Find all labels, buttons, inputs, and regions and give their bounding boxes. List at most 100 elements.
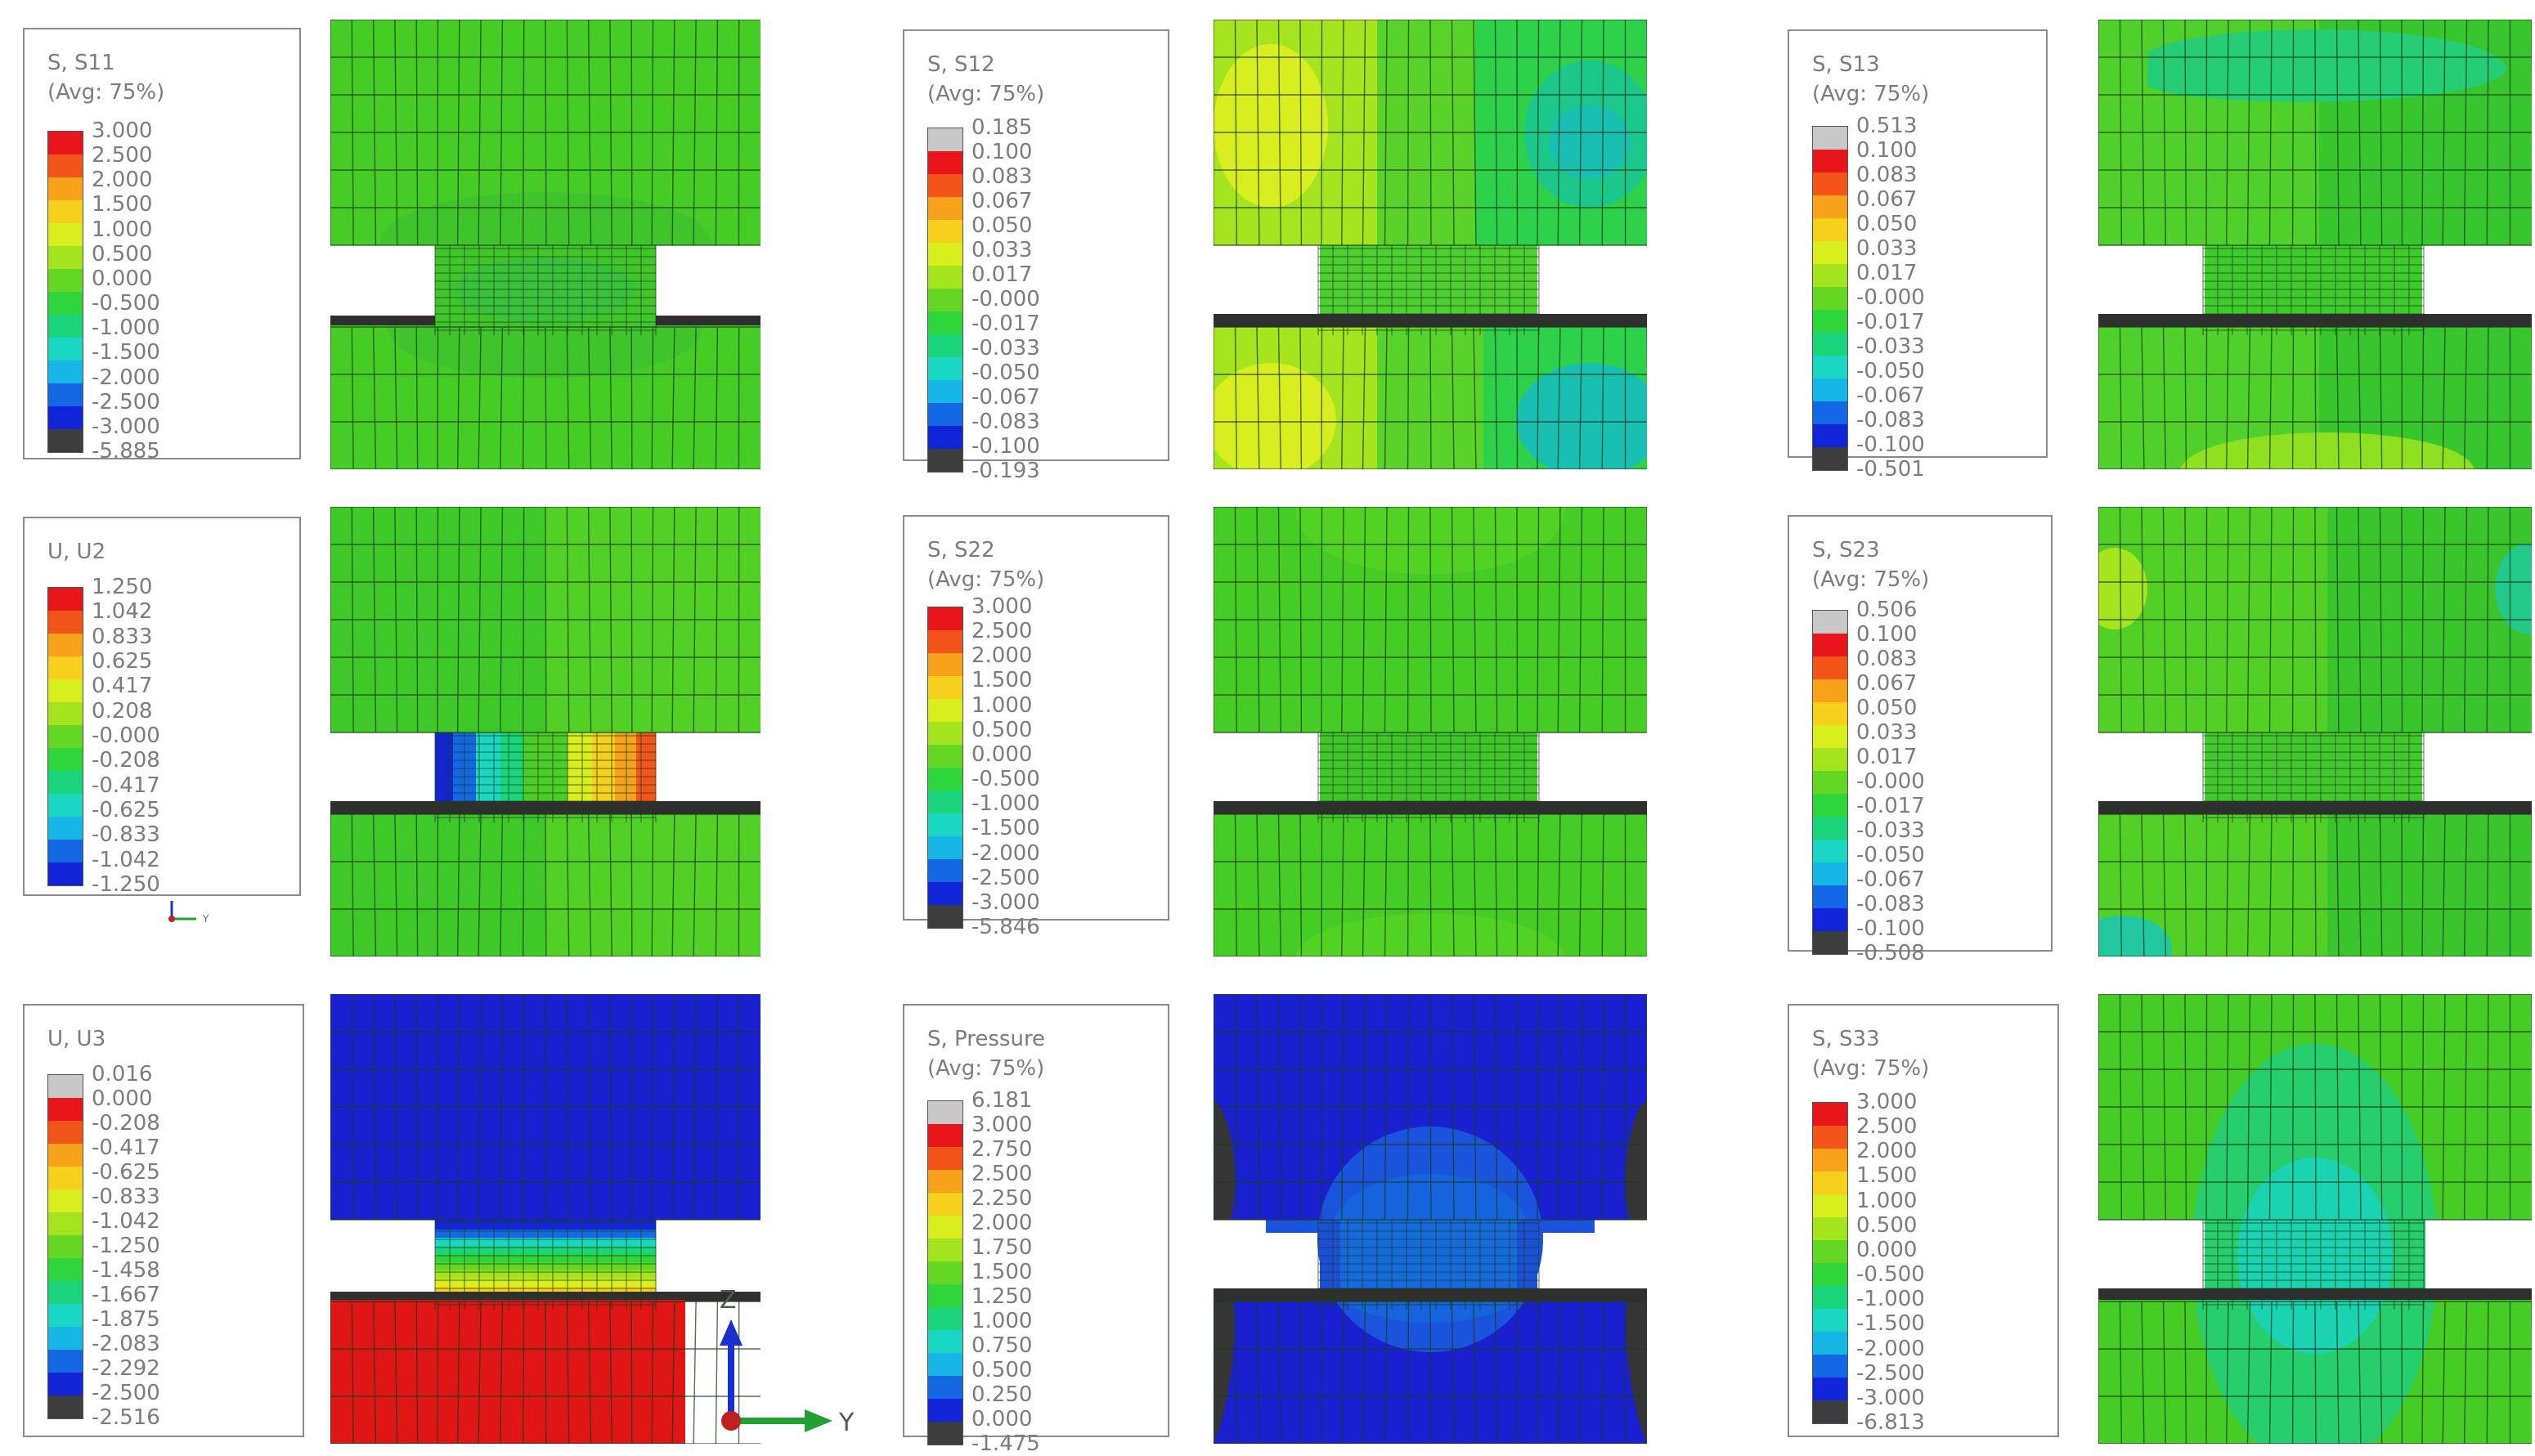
- legend-value: 1.000: [971, 695, 1032, 716]
- legend-value: -1.000: [971, 793, 1040, 814]
- legend-value: -0.193: [971, 460, 1040, 482]
- color-swatch: [48, 1144, 83, 1167]
- color-swatch: [1813, 1103, 1847, 1126]
- legend-value: -0.208: [92, 750, 160, 771]
- legend-value: -1.042: [92, 1211, 160, 1232]
- legend-value: 0.033: [1856, 238, 1917, 259]
- legend-title: S, S11: [47, 49, 115, 77]
- color-swatch: [48, 817, 83, 840]
- color-swatch: [1813, 656, 1847, 679]
- legend-value: -2.516: [92, 1407, 160, 1428]
- color-swatch: [1813, 447, 1847, 470]
- legend-subtitle: (Avg: 75%): [1812, 566, 1929, 594]
- legend-value: 3.000: [971, 596, 1032, 617]
- color-swatch: [48, 1235, 83, 1258]
- color-swatch: [928, 745, 962, 768]
- legend-value: 1.500: [971, 1261, 1032, 1283]
- color-swatch: [1813, 748, 1847, 771]
- legend-value: 0.000: [92, 268, 152, 289]
- color-swatch: [928, 220, 962, 243]
- color-swatch: [928, 630, 962, 653]
- legend-value: -1.042: [92, 849, 160, 871]
- legend-value: 0.185: [971, 117, 1032, 138]
- color-swatch: [1813, 862, 1847, 885]
- color-swatch: [48, 200, 83, 223]
- color-swatch: [48, 315, 83, 338]
- legend-value: 0.500: [971, 719, 1032, 741]
- color-swatch: [1813, 310, 1847, 333]
- legend-value: 1.500: [1856, 1165, 1917, 1186]
- legend-value: -0.000: [971, 289, 1040, 310]
- color-swatch: [48, 1098, 83, 1121]
- z-axis-label: Z: [720, 1286, 737, 1315]
- color-swatch: [928, 1147, 962, 1170]
- color-swatch: [928, 334, 962, 357]
- legend-value: 0.500: [971, 1360, 1032, 1381]
- contour-plot-u2: [330, 507, 760, 956]
- color-swatch: [928, 1330, 962, 1353]
- color-swatch: [1813, 1355, 1847, 1378]
- legend-value: -0.508: [1856, 943, 1925, 964]
- legend-value: 3.000: [92, 120, 152, 141]
- color-bar: [1812, 1102, 1848, 1424]
- legend-value: -0.100: [971, 436, 1040, 457]
- legend-value: -0.083: [1856, 894, 1925, 915]
- color-swatch: [928, 1124, 962, 1147]
- color-swatch: [928, 403, 962, 426]
- legend-value: -0.100: [1856, 434, 1925, 455]
- legend-value: 2.750: [971, 1139, 1032, 1160]
- legend-value: 0.100: [1856, 140, 1917, 161]
- color-swatch: [48, 1121, 83, 1144]
- legend-value: 2.000: [1856, 1140, 1917, 1162]
- legend-value: -0.067: [1856, 385, 1925, 406]
- legend-value: -2.000: [92, 367, 160, 388]
- color-swatch: [48, 634, 83, 656]
- legend-value: -3.000: [1856, 1387, 1925, 1409]
- legend-value: 2.500: [971, 620, 1032, 642]
- legend-value: 0.083: [1856, 164, 1917, 186]
- color-bar: [47, 131, 83, 453]
- color-swatch: [928, 1307, 962, 1330]
- color-swatch: [1813, 702, 1847, 725]
- color-swatch: [48, 429, 83, 452]
- color-swatch: [928, 128, 962, 151]
- legend-value: 0.250: [971, 1384, 1032, 1405]
- legend-subtitle: (Avg: 75%): [1812, 1055, 1929, 1082]
- color-bar: [47, 1074, 83, 1419]
- legend-title: U, U2: [47, 538, 105, 566]
- color-swatch: [928, 266, 962, 289]
- legend-value: -0.000: [1856, 287, 1925, 308]
- color-swatch: [48, 1396, 83, 1418]
- color-swatch: [928, 768, 962, 791]
- legend-value: 2.500: [971, 1163, 1032, 1185]
- legend-value: 0.506: [1856, 599, 1917, 620]
- legend-value: 2.500: [1856, 1116, 1917, 1137]
- legend-value: -2.000: [1856, 1338, 1925, 1360]
- legend-value: -1.000: [92, 317, 160, 338]
- legend-value: 0.000: [971, 744, 1032, 765]
- color-swatch: [48, 725, 83, 748]
- legend-value: 0.100: [1856, 624, 1917, 645]
- legend-value: 0.513: [1856, 115, 1917, 137]
- color-bar: [47, 587, 83, 886]
- color-swatch: [48, 840, 83, 862]
- color-swatch: [928, 151, 962, 174]
- color-swatch: [48, 383, 83, 406]
- color-swatch: [928, 722, 962, 745]
- legend-value: -5.846: [971, 916, 1040, 938]
- legend-value: 0.417: [92, 675, 152, 697]
- color-swatch: [48, 177, 83, 200]
- contour-plot-s11: [330, 20, 760, 469]
- color-swatch: [1813, 1240, 1847, 1263]
- legend-subtitle: (Avg: 75%): [1812, 80, 1929, 108]
- color-swatch: [928, 311, 962, 334]
- legend-value: -0.050: [971, 362, 1040, 383]
- contour-plot-s13: [2098, 20, 2532, 469]
- legend-value: 0.016: [92, 1064, 152, 1085]
- color-swatch: [48, 588, 83, 611]
- legend-value: -0.033: [971, 338, 1040, 359]
- color-swatch: [1813, 817, 1847, 840]
- contour-plot-s23: [2098, 507, 2532, 956]
